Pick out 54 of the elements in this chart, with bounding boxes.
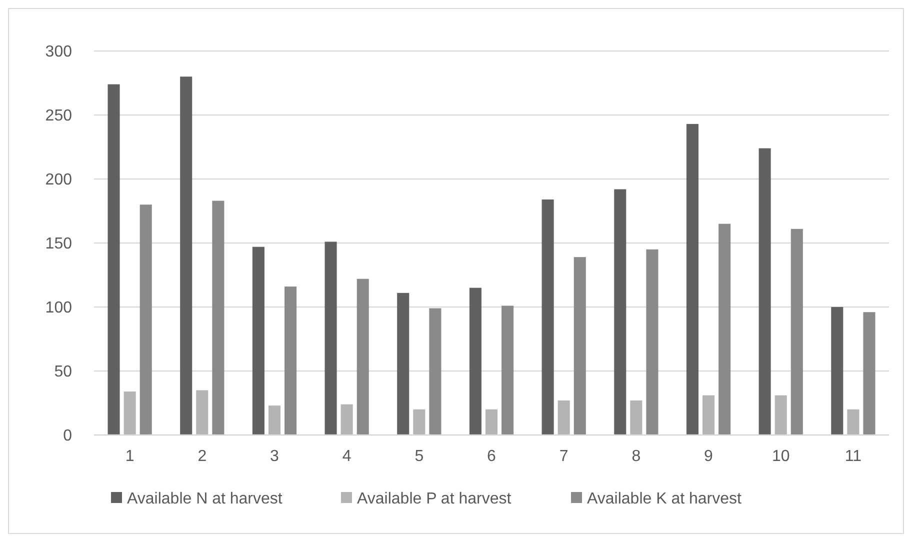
y-tick-label: 50 [54,364,72,381]
bar [284,286,297,435]
x-tick-label: 2 [198,448,207,465]
x-tick-label: 5 [414,448,424,465]
bar [558,400,570,435]
bar [502,306,514,435]
bar [574,257,586,435]
bar [252,246,264,435]
x-tick-label: 10 [772,448,790,465]
y-tick-label: 200 [45,172,72,189]
bar [774,395,787,435]
x-tick-label: 7 [559,448,568,465]
x-tick-label: 6 [487,448,496,465]
bar [630,400,642,435]
bar [758,148,771,435]
bar [542,199,554,435]
bar [469,288,482,435]
bar [268,406,280,435]
x-tick-label: 9 [704,448,714,465]
bar [686,124,698,435]
bar [196,390,208,435]
bar [340,404,353,435]
x-tick-label: 3 [270,448,280,465]
x-tick-label: 4 [342,448,352,465]
bar [718,224,731,435]
bar [140,204,152,435]
bar [790,228,803,435]
bar [124,391,136,435]
bar [863,312,876,435]
bar [180,76,192,435]
bar [614,189,626,435]
y-tick-label: 250 [45,108,72,125]
bar [413,409,426,435]
bar [356,278,369,435]
x-tick-label: 8 [632,448,641,465]
bar [108,84,120,435]
x-tick-label: 11 [844,448,862,465]
bar [702,395,715,435]
bar [646,249,658,435]
bar [485,409,498,435]
y-tick-label: 300 [45,44,72,61]
bar [831,307,844,435]
y-tick-label: 100 [45,300,72,317]
x-tick-label: 1 [125,448,134,465]
y-tick-label: 150 [45,236,72,253]
bar [429,308,442,435]
bar [847,409,860,435]
bar [397,292,410,435]
legend-label: Available K at harvest [587,490,742,508]
legend-label: Available N at harvest [127,490,283,508]
legend-label: Available P at harvest [357,490,512,508]
bar [212,200,224,435]
bar [324,242,337,435]
y-tick-label: 0 [63,428,72,445]
